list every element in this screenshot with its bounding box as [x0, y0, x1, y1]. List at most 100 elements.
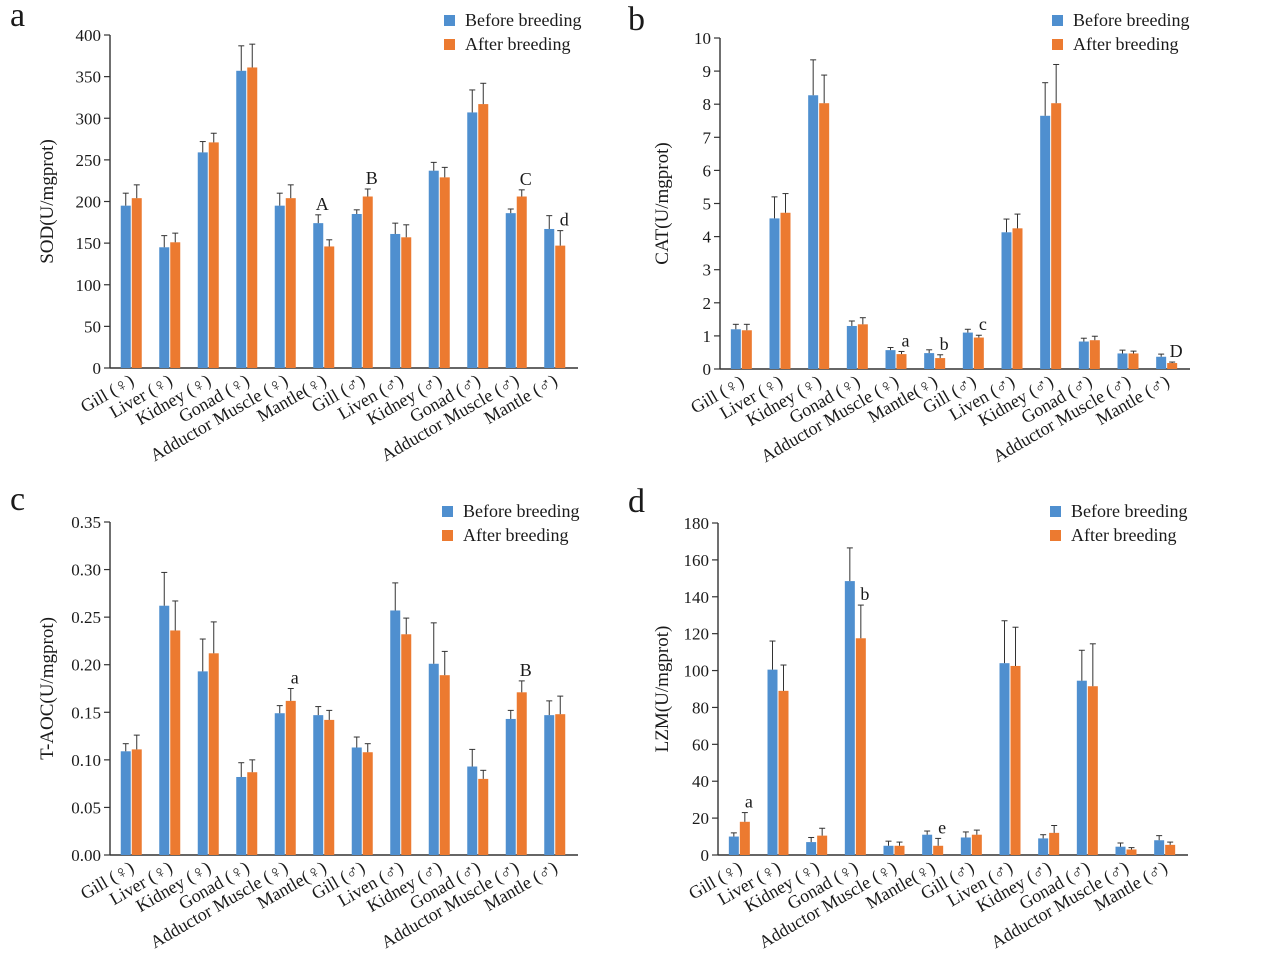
y-tick-label: 5 [703, 195, 712, 214]
bar-after [1126, 849, 1137, 855]
significance-label: C [520, 169, 532, 189]
y-tick-label: 140 [684, 588, 710, 607]
y-axis-title: SOD(U/mgprot) [37, 139, 58, 264]
y-tick-label: 1 [703, 327, 712, 346]
bar-after [324, 246, 335, 368]
bar-after [935, 358, 946, 369]
bar-after [1167, 363, 1178, 369]
bar-after [247, 67, 258, 368]
bar-before [728, 836, 739, 855]
bar-before [962, 332, 973, 369]
bar-after [896, 354, 907, 369]
bar-before [1154, 840, 1165, 855]
bar-before [197, 671, 208, 855]
bar-after [516, 692, 527, 855]
bar-after [208, 653, 219, 855]
y-tick-label: 60 [692, 735, 709, 754]
significance-label: d [560, 210, 569, 230]
bar-after [170, 630, 181, 855]
significance-label: a [291, 668, 299, 688]
bar-before [544, 715, 555, 855]
bar-before [313, 223, 324, 368]
bar-before [730, 329, 741, 369]
y-tick-label: 400 [76, 26, 102, 45]
legend-label: Before breeding [1071, 501, 1187, 521]
chart-panel-a: a 0 50 100 150 200 250 300 350 400 SOD(U/mgprot) A B… [10, 0, 581, 466]
y-tick-label: 0.35 [71, 513, 101, 532]
panel-label: d [628, 483, 645, 520]
y-tick-label: 0.00 [71, 846, 101, 865]
bar-before [922, 834, 933, 855]
y-tick-label: 4 [703, 228, 712, 247]
bar-after [971, 834, 982, 855]
bar-after [973, 337, 984, 369]
bar-after [285, 700, 296, 855]
significance-label: b [940, 334, 949, 354]
bar-before [1038, 838, 1049, 855]
legend-label: After breeding [1073, 34, 1178, 54]
y-tick-label: 100 [76, 276, 102, 295]
bar-after [819, 103, 830, 369]
bar-after [439, 177, 450, 368]
significance-label: a [902, 330, 910, 350]
bar-before [885, 350, 896, 369]
significance-label: c [979, 314, 987, 334]
y-tick-label: 300 [76, 109, 102, 128]
bar-after [1049, 832, 1060, 855]
legend-swatch-before [1050, 506, 1061, 517]
bar-before [274, 713, 285, 855]
y-tick-label: 350 [76, 68, 102, 87]
significance-label: a [745, 792, 753, 812]
bar-before [846, 325, 857, 369]
y-axis-title: CAT(U/mgprot) [652, 142, 673, 264]
chart-panel-d: d 0 20 40 60 80 100 120 140 160 180 LZM(U/mgprot) a b… [628, 483, 1188, 953]
bar-after [247, 772, 258, 855]
bar-before [1040, 115, 1051, 369]
bar-before [505, 718, 516, 855]
bar-after [555, 245, 566, 368]
y-tick-label: 120 [684, 625, 710, 644]
y-axis-title: T-AOC(U/mgprot) [37, 617, 58, 760]
panel-label: c [10, 481, 25, 518]
bar-before [159, 605, 170, 855]
bar-after [855, 638, 866, 855]
y-tick-label: 9 [703, 62, 712, 81]
bar-before [313, 715, 324, 855]
bar-before [274, 205, 285, 368]
y-tick-label: 0.20 [71, 656, 101, 675]
bar-after [1089, 340, 1100, 369]
bar-after [131, 749, 142, 855]
bar-after [1087, 686, 1098, 855]
y-tick-label: 80 [692, 698, 709, 717]
bar-after [362, 752, 373, 855]
significance-label: B [520, 660, 532, 680]
legend-swatch-after [444, 39, 455, 50]
bar-after [780, 212, 791, 369]
y-tick-label: 0 [701, 846, 710, 865]
y-tick-label: 250 [76, 151, 102, 170]
y-tick-label: 100 [684, 662, 710, 681]
bar-after [439, 675, 450, 855]
bar-before [351, 747, 362, 855]
legend-label: Before breeding [1073, 10, 1189, 30]
bar-after [478, 778, 489, 855]
bar-after [208, 142, 219, 368]
bar-after [1128, 353, 1139, 369]
bar-before [1001, 232, 1012, 369]
bar-before [467, 112, 478, 368]
significance-label: D [1170, 341, 1183, 361]
bar-after [555, 714, 566, 855]
bar-after [478, 104, 489, 368]
y-tick-label: 0.10 [71, 751, 101, 770]
bar-before [844, 581, 855, 855]
bar-after [362, 196, 373, 368]
y-tick-label: 0 [93, 359, 102, 378]
y-tick-label: 0.25 [71, 608, 101, 627]
bar-after [401, 634, 412, 855]
bar-after [516, 196, 527, 368]
bar-after [1010, 665, 1021, 855]
bar-before [924, 353, 935, 369]
y-tick-label: 0.30 [71, 561, 101, 580]
